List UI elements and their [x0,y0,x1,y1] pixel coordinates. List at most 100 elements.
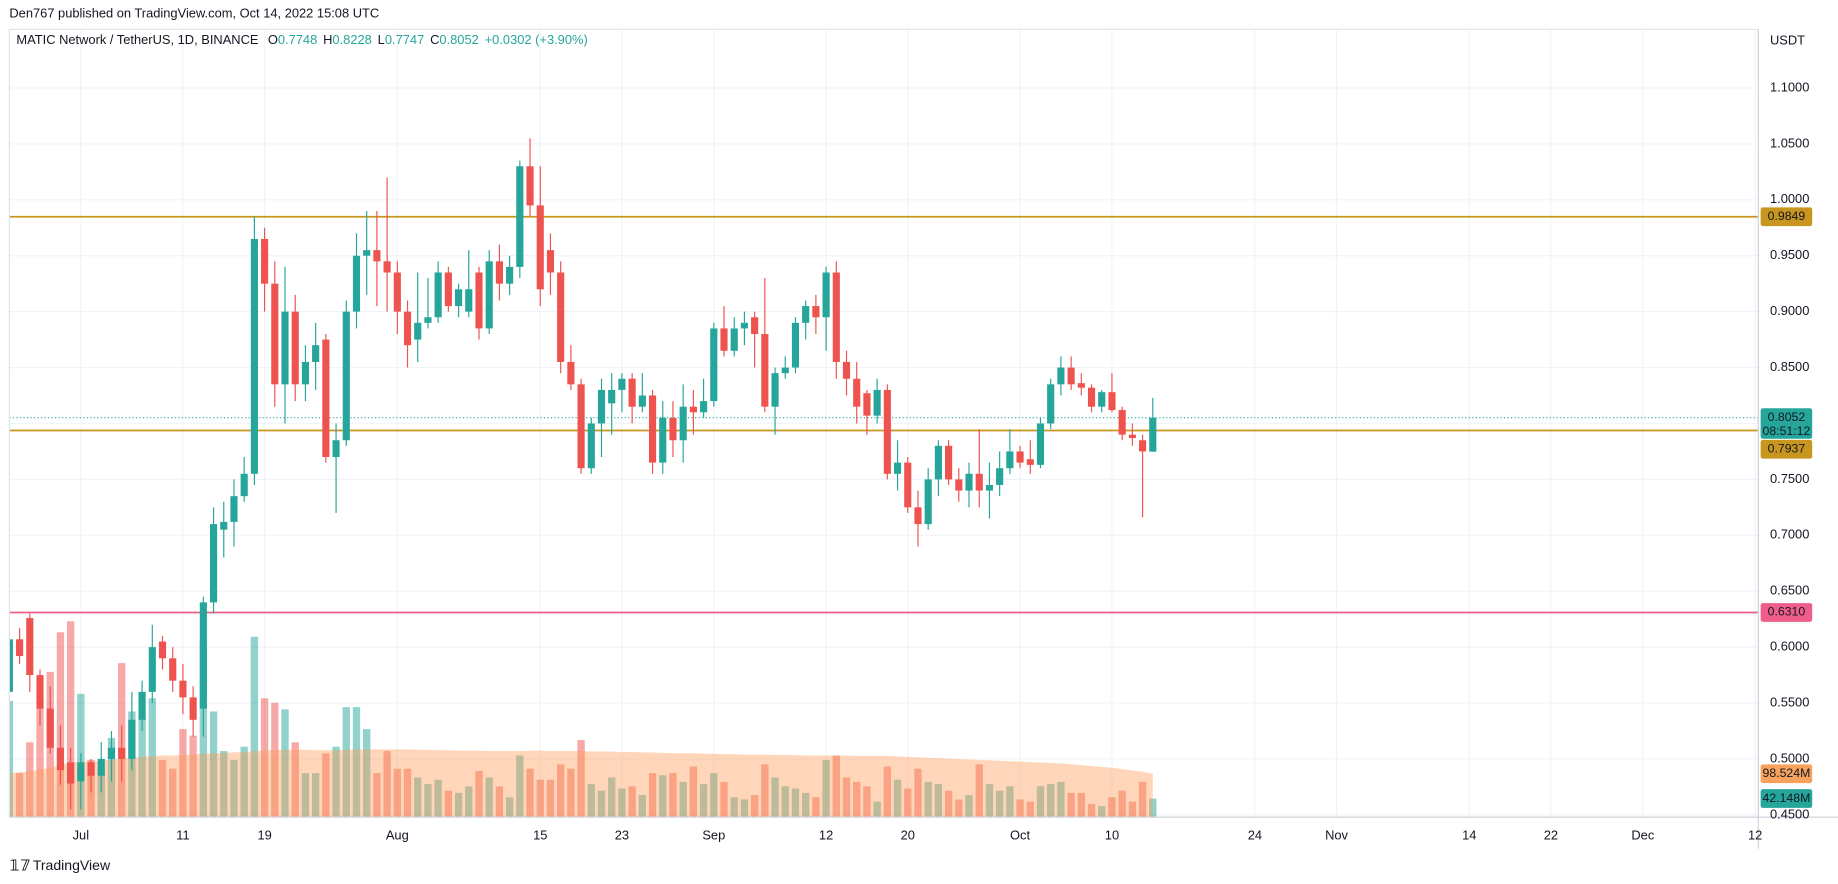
x-tick-label: 11 [176,827,189,842]
candle-body [77,762,85,782]
candle-body [587,423,595,469]
candle-body [1118,410,1126,435]
volume-bar [465,786,473,818]
volume-bar [240,746,248,818]
volume-bar [1087,803,1096,818]
x-tick-label: 24 [1248,827,1262,842]
ohlc-key: H [323,33,332,48]
volume-bar [352,707,361,818]
candle-body [638,395,646,407]
published-note: Den767 published on TradingView.com, Oct… [9,6,379,21]
candle-body [16,639,24,657]
candle-body [720,328,728,351]
candle-body [230,496,238,522]
volume-bar [148,698,156,818]
candle-body [485,261,493,329]
candle-body [342,311,350,441]
candle-body [822,272,830,318]
y-tick-label: 1.1000 [1770,79,1809,94]
candle-body [158,641,167,659]
candle-body [1026,459,1034,465]
candle-body [771,373,779,407]
candle-body [1149,417,1157,452]
x-tick-label: 12 [819,827,833,842]
candle-body [618,378,626,390]
candle-body [710,328,718,402]
volume-bar [444,790,453,818]
candle-body [1139,440,1147,452]
volume-bar [56,632,65,818]
volume-bar [383,751,391,818]
candle-body [363,250,371,256]
volume-bar [1149,798,1157,818]
candle-body [97,758,105,776]
candle-body [883,389,891,474]
volume-bar [97,768,105,818]
y-tick-label: 0.7500 [1770,471,1809,486]
volume-bar [1006,786,1014,818]
candle-body [853,378,861,407]
volume-bar [220,751,228,818]
candle-body [761,334,769,407]
volume-bar [271,702,279,818]
candle-body [996,468,1004,485]
candle-body [455,289,463,307]
candle-body [557,272,565,362]
candle-body [1098,392,1106,407]
x-tick-label: 23 [615,827,629,842]
volume-bar [403,768,412,818]
volume-bar [373,773,381,818]
candle-body [567,361,575,385]
volume-bar [1016,799,1024,818]
candle-body [352,255,361,312]
volume-bar [15,773,24,818]
volume-bar [832,755,840,818]
ohlc-key: L [378,33,385,48]
candle-body [107,747,116,759]
y-tick-label: 0.5000 [1770,750,1809,765]
volume-bar [1036,786,1045,818]
ohlc-value: 0.7748 [278,33,317,48]
price-tag-label: 0.8052 [1768,410,1806,424]
candle-body [1128,434,1136,439]
logo-mark: 𝟙𝟟 [9,857,30,874]
candle-body [179,680,187,698]
candle-body [312,345,320,362]
candle-body [802,306,810,323]
candle-body [791,322,800,368]
candle-body [67,762,75,784]
candle-body [1057,367,1065,385]
volume-bar [230,759,238,818]
volume-bar [1077,792,1085,818]
candle-body [526,166,534,206]
candle-body [148,647,156,692]
x-tick-label: 10 [1105,827,1119,842]
x-tick-label: Sep [702,827,725,842]
volume-bar [638,795,647,818]
volume-bar [138,715,146,818]
candle-body [730,328,738,351]
volume-bar [1138,781,1147,818]
volume-bar [699,784,708,818]
volume-bar [454,792,463,818]
volume-bar [36,707,44,818]
candle-body [506,266,514,284]
candle-body [271,283,279,385]
volume-bar [893,779,902,818]
volume-bar [853,781,861,818]
price-tag-label: 0.9849 [1768,209,1806,223]
volume-bar [556,764,565,818]
candle-body [414,322,422,340]
volume-bar [1118,790,1126,818]
volume-bar [730,797,738,818]
candle-body [965,473,973,491]
volume-bar [955,799,963,818]
volume-bar [26,742,34,818]
candle-body [516,166,524,267]
ohlc-value: 0.8052 [439,33,478,48]
volume-bar [363,729,371,818]
candle-body [679,406,687,441]
volume-bar [669,773,677,818]
volume-bar [883,766,892,818]
